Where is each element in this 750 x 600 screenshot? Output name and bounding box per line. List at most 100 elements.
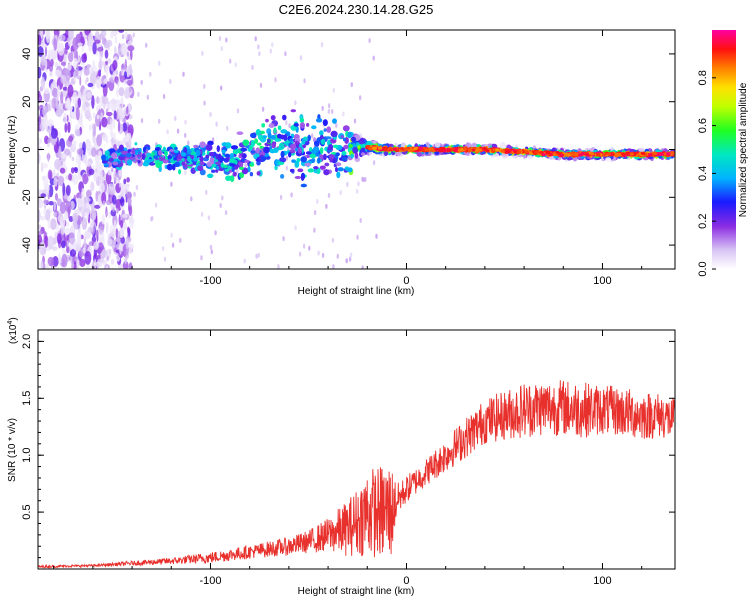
spectrogram-ridge-cell — [205, 154, 210, 159]
spectrogram-noise-cell — [53, 211, 57, 218]
spectrogram-ridge-cell — [324, 136, 332, 140]
spectrogram-ridge-cell — [306, 151, 312, 155]
spectrogram-noise-cell — [119, 228, 124, 239]
spectrogram-ridge-cell — [301, 140, 306, 145]
spectrogram-ridge-cell — [183, 147, 188, 154]
spectrogram-noise-cell — [84, 251, 92, 265]
spectrogram-ridge-cell — [220, 162, 224, 169]
spectrogram-noise-cell — [68, 232, 75, 245]
spectrogram-spark-cell — [361, 265, 364, 269]
spectrogram-noise-cell — [58, 145, 62, 160]
spectrogram-ridge-cell — [223, 164, 228, 169]
spectrogram-noise-cell — [52, 256, 59, 267]
spectrogram-ridge-cell — [330, 130, 338, 138]
spectrogram-noise-cell — [86, 91, 92, 100]
spectrogram-noise-cell — [126, 132, 132, 138]
spectrogram-ridge-cell — [141, 153, 146, 160]
spectrogram-ridge-cell — [111, 152, 118, 160]
spectrogram-noise-cell — [127, 242, 133, 255]
spectrogram-spark-cell — [359, 95, 362, 101]
spectrogram-ridge-cell — [169, 149, 175, 152]
spectrogram-ridge-cell — [341, 156, 348, 162]
spectrogram-ridge-cell — [347, 131, 352, 139]
spectrogram-noise-cell — [44, 46, 48, 57]
spectrogram-noise-cell — [119, 242, 122, 255]
spectrogram-noise-cell — [86, 139, 92, 149]
spectrogram-spark-cell — [210, 249, 213, 255]
spectrogram-ridge-cell — [335, 152, 340, 156]
spectrogram-ridge-cell — [317, 157, 321, 164]
spectrogram-spark-cell — [357, 181, 360, 187]
spectrogram-noise-cell — [54, 62, 59, 68]
spectrogram-noise-cell — [105, 65, 109, 78]
spectrogram-noise-cell — [78, 201, 83, 208]
spectrogram-core-cell — [477, 148, 483, 152]
spectrogram-ridge-cell — [155, 162, 162, 168]
spectrogram-spark-cell — [171, 242, 175, 248]
spectrogram-ridge-cell — [342, 125, 350, 132]
spectrogram-ridge-cell — [315, 152, 320, 157]
spectrogram-spark-cell — [211, 137, 215, 143]
spectrogram-ridge-cell — [101, 154, 106, 162]
spectrogram-spark-cell — [166, 129, 169, 135]
spectrogram-spark-cell — [332, 87, 335, 93]
spectrogram-noise-cell — [72, 91, 78, 105]
spectrogram-noise-cell — [47, 219, 51, 229]
spectrogram-noise-cell — [57, 85, 61, 99]
spectrogram-ridge-cell — [319, 130, 324, 136]
spectrogram-noise-cell — [86, 77, 89, 82]
spectrogram-ridge-cell — [197, 165, 204, 171]
spectrogram-noise-cell — [118, 140, 125, 146]
x-tick-label: 0 — [403, 575, 409, 587]
spectrogram-core-cell — [516, 150, 522, 154]
spectrogram-core-cell — [504, 150, 509, 154]
spectrogram-noise-cell — [95, 190, 98, 202]
spectrogram-noise-cell — [84, 230, 91, 240]
spectrogram-noise-cell — [65, 69, 71, 82]
spectrogram-ridge-cell — [250, 150, 256, 154]
spectrogram-noise-cell — [77, 230, 82, 244]
spectrogram-core-cell — [564, 152, 569, 156]
spectrogram-core-cell — [625, 151, 631, 155]
spectrogram-noise-cell — [38, 34, 42, 46]
spectrogram-core-cell — [463, 147, 468, 151]
spectrogram-ridge-cell — [301, 174, 305, 181]
spectrogram-noise-cell — [66, 98, 71, 109]
spectrogram-spark-cell — [209, 244, 213, 250]
spectrogram-ridge-cell — [294, 176, 302, 179]
spectrogram-noise-cell — [51, 246, 58, 251]
spectrogram-ridge-cell — [355, 142, 360, 146]
spectrogram-spark-cell — [184, 170, 187, 176]
spectrogram-spark-cell — [325, 203, 328, 209]
spectrogram-ridge-cell — [265, 118, 269, 123]
spectrogram-noise-cell — [65, 184, 71, 196]
spectrogram-core-cell — [585, 153, 590, 157]
spectrogram-noise-cell — [116, 208, 119, 214]
spectrogram-noise-cell — [38, 146, 43, 152]
spectrogram-noise-cell — [95, 76, 102, 89]
spectrogram-ridge-cell — [229, 153, 234, 160]
spectrogram-ridge-cell — [216, 166, 220, 171]
spectrogram-ridge-cell — [207, 140, 214, 146]
spectrogram-noise-cell — [121, 43, 128, 57]
spectrogram-spark-cell — [103, 63, 106, 69]
spectrogram-ridge-cell — [335, 167, 338, 173]
spectrogram-noise-cell — [38, 194, 41, 204]
spectrogram-noise-cell — [50, 218, 57, 231]
spectrogram-ridge-cell — [261, 156, 267, 162]
spectrogram-ridge-cell — [242, 139, 250, 146]
spectrogram-noise-cell — [81, 65, 85, 73]
spectrogram-spark-cell — [203, 83, 206, 89]
spectrogram-noise-cell — [97, 242, 104, 253]
spectrogram-ridge-cell — [180, 152, 186, 157]
spectrogram-noise-cell — [77, 97, 82, 108]
spectrogram-noise-cell — [43, 87, 50, 95]
spectrogram-ridge-cell — [216, 145, 220, 153]
spectrogram-noise-cell — [110, 209, 117, 217]
spectrogram-spark-cell — [294, 100, 297, 106]
spectrogram-ridge-cell — [268, 123, 275, 128]
spectrogram-ridge-cell — [348, 144, 353, 148]
spectrogram-noise-cell — [123, 178, 127, 185]
spectrogram-ridge-cell — [294, 160, 300, 168]
spectrogram-spark-cell — [285, 165, 289, 171]
